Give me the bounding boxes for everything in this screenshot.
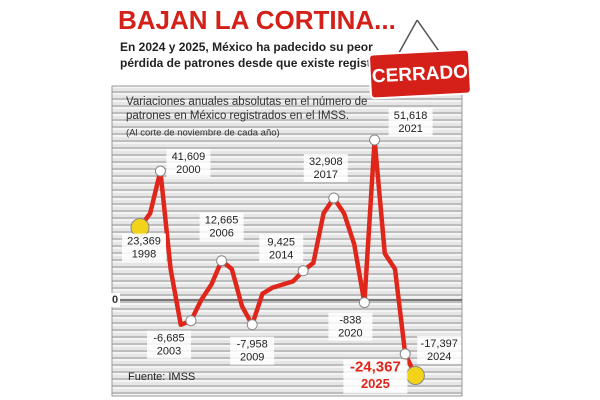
value-label: -24,367	[350, 359, 401, 376]
label-bg	[343, 359, 408, 394]
chart-title: patrones en México registrados en el IMS…	[126, 110, 349, 122]
year-label: 2025	[361, 376, 390, 391]
point	[185, 315, 197, 327]
label-bg	[328, 312, 373, 341]
zero-label-bg	[110, 293, 120, 307]
year-label: 2014	[269, 250, 293, 262]
value-label: -838	[339, 315, 361, 327]
year-label: 2020	[338, 328, 362, 340]
value-label: 41,609	[172, 151, 206, 163]
y-tick-label: 0	[112, 294, 118, 306]
label-bg	[303, 153, 348, 182]
year-label: 2006	[209, 228, 233, 240]
closed-sign: CERRADO	[368, 19, 472, 100]
sign-text: CERRADO	[371, 62, 468, 88]
point	[358, 297, 370, 309]
subtitle: En 2024 y 2025, México ha padecido su pe…	[120, 40, 373, 54]
shutter-frame	[111, 85, 463, 397]
year-label: 2009	[240, 352, 264, 364]
value-label: 32,908	[309, 156, 343, 168]
label-bg	[199, 212, 244, 241]
point	[399, 348, 411, 360]
value-label: -17,397	[421, 338, 458, 350]
label-bg	[417, 335, 462, 364]
value-label: 12,665	[205, 215, 239, 227]
year-label: 2003	[157, 346, 181, 358]
point	[297, 265, 309, 277]
label-bg	[230, 336, 275, 365]
value-label: -6,685	[153, 333, 184, 345]
subtitle: pérdida de patrones desde que existe reg…	[120, 56, 386, 70]
title: BAJAN LA CORTINA...	[118, 5, 396, 35]
year-label: 2017	[314, 169, 338, 181]
value-label: -7,958	[237, 339, 268, 351]
point	[154, 165, 166, 177]
label-bg	[122, 233, 166, 262]
point	[405, 366, 425, 386]
chart-title: Variaciones anuales absolutas en el núme…	[126, 96, 367, 108]
label-bg	[166, 149, 211, 178]
year-label: 2024	[427, 351, 451, 363]
year-label: 1998	[132, 248, 156, 260]
note: (Al corte de noviembre de cada año)	[126, 128, 280, 139]
value-label: 51,618	[394, 110, 428, 122]
value-label: 9,425	[267, 237, 295, 249]
source: Fuente: IMSS	[128, 371, 195, 383]
point	[328, 192, 340, 204]
label-bg	[388, 107, 433, 136]
point	[246, 319, 258, 331]
value-label: 23,369	[127, 235, 161, 247]
year-label: 2000	[176, 164, 200, 176]
point	[369, 134, 381, 146]
label-bg	[259, 234, 304, 263]
point	[216, 255, 228, 267]
label-bg	[147, 330, 191, 359]
year-label: 2021	[398, 123, 422, 135]
